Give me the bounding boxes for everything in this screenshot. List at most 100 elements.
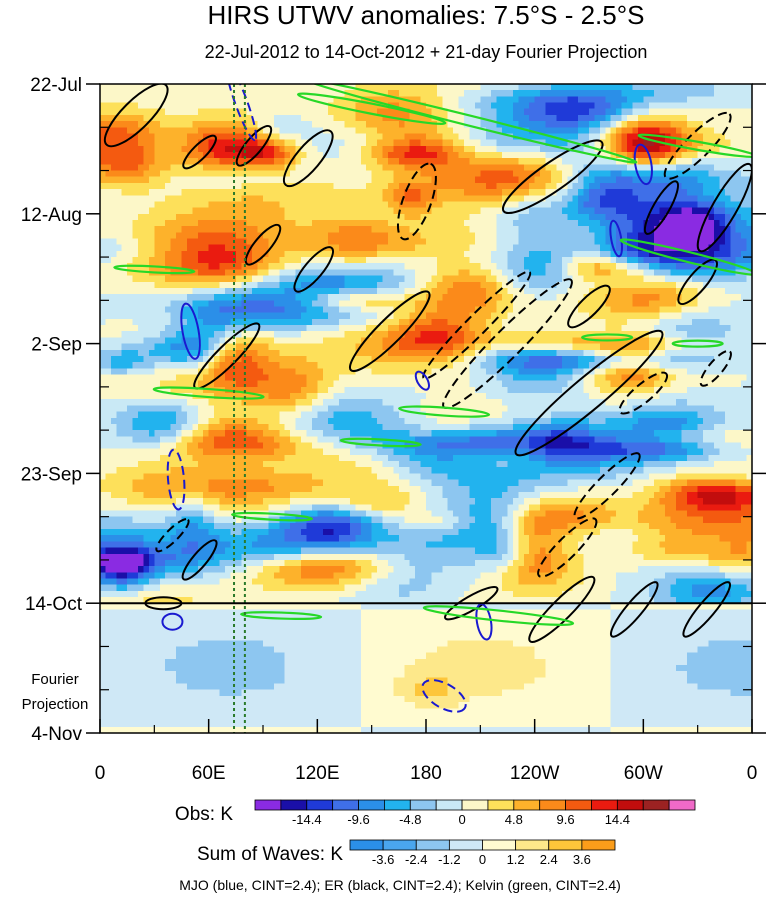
- obs-cell: [301, 300, 308, 308]
- obs-cell: [675, 151, 682, 159]
- obs-cell: [165, 226, 172, 233]
- obs-cell: [589, 207, 596, 215]
- obs-cell: [436, 325, 443, 332]
- obs-cell: [355, 164, 362, 172]
- obs-cell: [572, 275, 579, 283]
- obs-cell: [491, 201, 498, 209]
- obs-cell: [295, 331, 302, 339]
- obs-cell: [529, 250, 536, 258]
- obs-cell: [382, 96, 389, 104]
- obs-cell: [230, 102, 237, 110]
- obs-cell: [442, 127, 449, 135]
- obs-cell: [349, 219, 356, 227]
- obs-cell: [192, 232, 199, 240]
- obs-cell: [333, 139, 340, 147]
- obs-cell: [735, 139, 742, 147]
- obs-cell: [404, 127, 411, 135]
- obs-cell: [469, 189, 476, 196]
- obs-cell: [708, 164, 715, 172]
- obs-cell: [387, 145, 394, 153]
- obs-cell: [453, 331, 460, 339]
- obs-cell: [235, 96, 242, 104]
- obs-cell: [387, 269, 394, 277]
- obs-cell: [393, 219, 400, 227]
- obs-cell: [436, 275, 443, 283]
- obs-cell: [485, 139, 492, 147]
- obs-cell: [713, 96, 720, 104]
- obs-cell: [366, 158, 373, 165]
- obs-cell: [344, 201, 351, 209]
- obs-cell: [665, 189, 672, 196]
- obs-cell: [387, 127, 394, 135]
- obs-cell: [496, 269, 503, 277]
- obs-cell: [464, 170, 471, 178]
- obs-cell: [273, 102, 280, 110]
- obs-cell: [458, 226, 465, 233]
- obs-cell: [665, 151, 672, 159]
- obs-cell: [279, 102, 286, 110]
- obs-cell: [637, 232, 644, 240]
- obs-cell: [572, 226, 579, 233]
- obs-cell: [512, 312, 519, 320]
- obs-cell: [442, 275, 449, 283]
- obs-cell: [197, 176, 204, 184]
- obs-cell: [507, 151, 514, 159]
- obs-cell: [366, 84, 373, 91]
- obs-cell: [382, 232, 389, 240]
- obs-cell: [453, 263, 460, 271]
- obs-cell: [121, 96, 128, 104]
- obs-cell: [349, 226, 356, 233]
- obs-cell: [132, 96, 139, 104]
- obs-cell: [719, 102, 726, 110]
- obs-cell: [333, 207, 340, 215]
- obs-cell: [589, 232, 596, 240]
- obs-cell: [567, 127, 574, 135]
- obs-cell: [355, 121, 362, 128]
- obs-cell: [409, 312, 416, 320]
- obs-cell: [241, 96, 248, 104]
- obs-cell: [550, 139, 557, 147]
- obs-cell: [311, 195, 318, 203]
- obs-cell: [409, 170, 416, 178]
- obs-cell: [176, 257, 183, 264]
- obs-cell: [328, 84, 335, 91]
- obs-cell: [415, 232, 422, 240]
- obs-cell: [675, 275, 682, 283]
- obs-cell: [105, 331, 112, 339]
- obs-cell: [170, 164, 177, 172]
- obs-cell: [273, 306, 280, 314]
- obs-cell: [719, 195, 726, 203]
- obs-cell: [393, 232, 400, 240]
- obs-cell: [371, 294, 378, 301]
- obs-cell: [398, 133, 405, 141]
- obs-cell: [110, 189, 117, 196]
- obs-cell: [219, 90, 226, 97]
- obs-cell: [159, 164, 166, 172]
- obs-cell: [186, 133, 193, 141]
- obs-cell: [442, 207, 449, 215]
- obs-cell: [713, 189, 720, 196]
- obs-cell: [132, 114, 139, 122]
- obs-cell: [105, 207, 112, 215]
- obs-cell: [404, 325, 411, 332]
- obs-cell: [154, 84, 161, 91]
- obs-cell: [442, 269, 449, 277]
- obs-cell: [377, 281, 384, 289]
- obs-cell: [540, 176, 547, 184]
- obs-cell: [224, 182, 231, 190]
- obs-cell: [328, 90, 335, 97]
- obs-cell: [420, 164, 427, 172]
- obs-cell: [246, 121, 253, 128]
- obs-cell: [561, 84, 568, 91]
- obs-cell: [561, 189, 568, 196]
- obs-cell: [540, 151, 547, 159]
- obs-cell: [480, 269, 487, 277]
- obs-cell: [409, 127, 416, 135]
- obs-cell: [697, 114, 704, 122]
- obs-cell: [621, 96, 628, 104]
- obs-cell: [589, 325, 596, 332]
- obs-cell: [273, 232, 280, 240]
- obs-cell: [208, 151, 215, 159]
- obs-cell: [442, 133, 449, 141]
- obs-cell: [159, 318, 166, 326]
